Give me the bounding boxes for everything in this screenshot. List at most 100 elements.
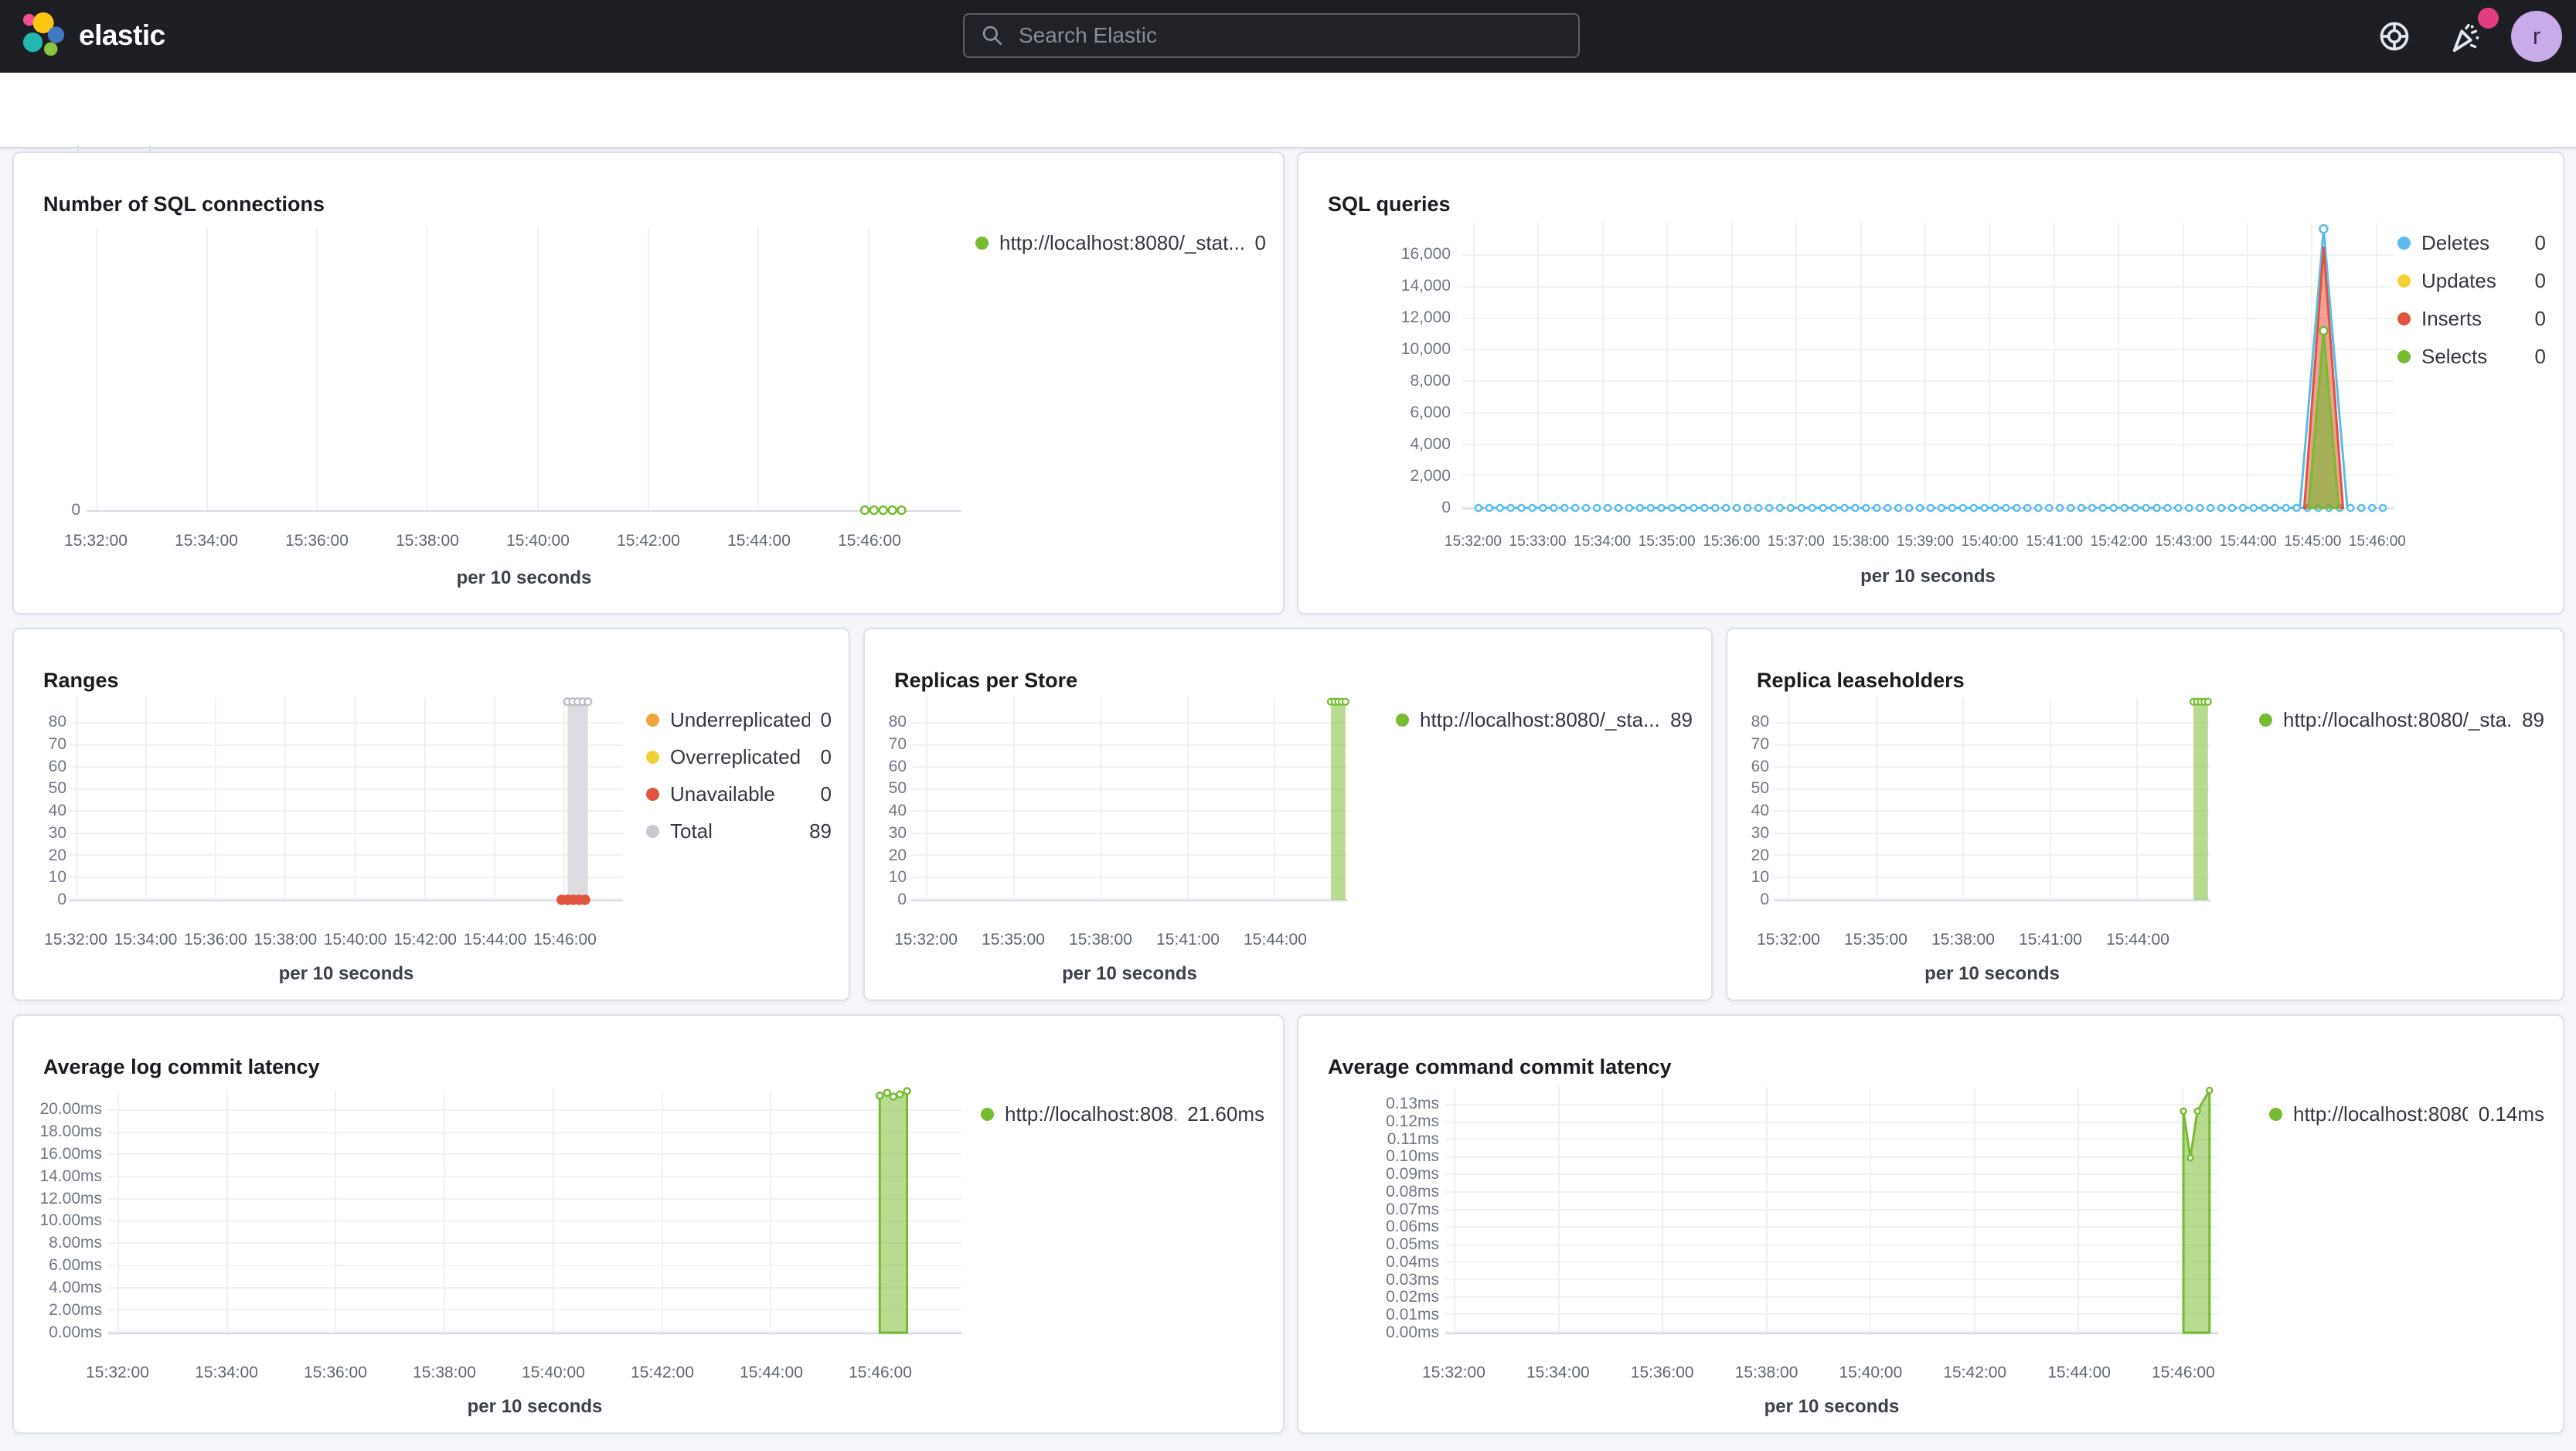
brand-name: elastic <box>79 19 165 51</box>
legend-item[interactable]: http://localhost:808... 21.60ms <box>981 1102 1264 1126</box>
legend-label: http://localhost:8080... <box>2293 1102 2468 1126</box>
legend-label: Total <box>670 819 713 843</box>
legend-value: 21.60ms <box>1187 1102 1264 1126</box>
x-axis-line <box>108 1333 961 1334</box>
legend-item[interactable]: Total 89 <box>646 819 832 843</box>
v-gridlines: 15:32:0015:33:0015:34:0015:35:0015:36:00… <box>1473 223 2377 508</box>
legend-item[interactable]: Deletes 0 <box>2397 231 2546 255</box>
x-axis-line <box>911 900 1348 901</box>
legend-value: 89 <box>1670 708 1693 731</box>
legend-color-dot <box>646 751 659 764</box>
legend-item[interactable]: http://localhost:8080/_sta... 89 <box>1396 708 1693 732</box>
panel-average-command-commit-latency: Average command commit latency 0.13ms 0.1… <box>1297 1014 2564 1434</box>
legend-color-dot <box>2397 274 2411 288</box>
panel-title: Average command commit latency <box>1328 1055 1672 1078</box>
legend-color-dot <box>2259 714 2272 727</box>
panel-title: Number of SQL connections <box>43 192 325 216</box>
v-gridlines: 15:32:0015:34:0015:36:0015:38:0015:40:00… <box>96 227 869 510</box>
panel-ranges: Ranges 80 70 60 50 40 30 20 10 0 15:32:00 15:34:0… <box>12 628 850 1001</box>
legend-item[interactable]: Unavailable 0 <box>646 782 832 806</box>
panel-title: Replica leaseholders <box>1757 669 1965 692</box>
legend-label: http://localhost:808... <box>1005 1102 1177 1126</box>
chart-plot[interactable] <box>87 227 961 516</box>
legend-label: Updates <box>2421 269 2496 292</box>
chart-legend: http://localhost:808... 21.60ms <box>981 1102 1264 1126</box>
legend-color-dot <box>2397 312 2411 325</box>
user-avatar[interactable]: r <box>2511 11 2562 62</box>
x-axis-title: per 10 seconds <box>467 1396 603 1417</box>
y-axis-ticks: 16,000 14,000 12,000 10,000 8,000 6,000 4,000 2… <box>1400 245 1451 516</box>
search-input[interactable] <box>1017 22 1515 49</box>
x-axis-ticks: 15:32:00 15:34:00 15:36:00 15:38:00 15:40:00… <box>1422 1364 2215 1381</box>
legend-value: 89 <box>2522 708 2544 731</box>
x-axis-ticks: 15:32:00 15:35:00 15:38:00 15:41:00 15:44:00 <box>1757 931 2169 949</box>
legend-value: 0 <box>2534 269 2546 292</box>
legend-color-dot <box>2269 1108 2282 1121</box>
legend-label: Deletes <box>2421 231 2490 254</box>
x-axis-title: per 10 seconds <box>1924 963 2060 984</box>
global-header: elastic <box>0 0 2576 73</box>
chart-plot[interactable] <box>70 697 623 905</box>
legend-item[interactable]: http://localhost:8080/_stat... 0 <box>975 231 1266 255</box>
legend-item[interactable]: Inserts 0 <box>2397 307 2546 331</box>
legend-item[interactable]: Underreplicated 0 <box>646 708 832 732</box>
legend-value: 0 <box>2534 231 2546 254</box>
legend-item[interactable]: http://localhost:8080/_sta... 89 <box>2259 708 2544 732</box>
life-ring-icon <box>2380 22 2409 51</box>
chart-plot[interactable] <box>911 697 1349 900</box>
x-axis-ticks: 15:32:00 15:34:00 15:36:00 15:38:00 15:40:00… <box>86 1364 912 1381</box>
x-axis-title: per 10 seconds <box>456 567 592 588</box>
news-feed-button[interactable] <box>2448 19 2482 53</box>
chart-plot[interactable] <box>1774 697 2212 900</box>
panel-replicas-per-store: Replicas per Store 80 70 60 50 40 30 20 10 0 15:… <box>863 628 1713 1001</box>
search-icon <box>982 26 1002 45</box>
x-axis-line <box>1445 1333 2218 1334</box>
panel-number-of-sql-connections: Number of SQL connections 15:32:0015:34:… <box>12 152 1285 615</box>
legend-color-dot <box>1396 714 1409 727</box>
chart-plot[interactable] <box>1445 1086 2218 1334</box>
panel-title: Replicas per Store <box>894 669 1078 692</box>
x-axis-line <box>87 510 961 512</box>
v-gridlines: 15:32:0015:34:0015:36:0015:38:0015:40:00… <box>76 697 565 900</box>
x-axis-title: per 10 seconds <box>1764 1396 1900 1417</box>
panel-sql-queries: SQL queries 16,000 14,000 12,000 10,000 8,00… <box>1297 152 2564 615</box>
x-axis-ticks: 15:32:00 15:33:00 15:34:00 15:35:00 15:36:00… <box>1445 533 2406 550</box>
y-axis-ticks: 80 70 60 50 40 30 20 10 0 <box>48 713 66 908</box>
legend-item[interactable]: Updates 0 <box>2397 269 2546 293</box>
help-button[interactable] <box>2377 19 2411 53</box>
x-axis-ticks: 15:32:00 15:34:00 15:36:00 15:38:00 15:40:00… <box>64 532 901 550</box>
legend-label: Underreplicated <box>670 708 810 731</box>
chart-plot[interactable] <box>108 1087 961 1334</box>
legend-label: Selects <box>2421 345 2488 368</box>
x-axis-title: per 10 seconds <box>1860 566 1996 587</box>
global-search[interactable] <box>963 13 1580 58</box>
navbar: D Dashboard / [Metricbeat CockroachDB] O… <box>0 73 2576 218</box>
legend-label: http://localhost:8080/_stat... <box>999 231 1244 254</box>
legend-value: 0 <box>1254 231 1266 254</box>
elastic-logo[interactable]: elastic <box>20 12 165 60</box>
legend-item[interactable]: Overreplicated 0 <box>646 745 832 769</box>
x-axis-ticks: 15:32:00 15:34:00 15:36:00 15:38:00 15:40:00… <box>44 931 597 949</box>
legend-label: Overreplicated <box>670 745 801 768</box>
chart-plot[interactable] <box>1462 223 2394 513</box>
legend-color-dot <box>975 237 989 250</box>
legend-value: 89 <box>809 819 832 843</box>
x-axis-title: per 10 seconds <box>1062 963 1197 984</box>
legend-item[interactable]: Selects 0 <box>2397 345 2546 369</box>
legend-value: 0.14ms <box>2478 1102 2544 1126</box>
legend-label: Inserts <box>2421 307 2482 330</box>
elastic-logo-icon <box>22 12 65 56</box>
legend-color-dot <box>646 825 659 838</box>
panel-title: SQL queries <box>1328 192 1451 216</box>
chart-legend: http://localhost:8080/_sta... 89 <box>2259 708 2544 732</box>
panel-title: Ranges <box>43 669 119 692</box>
panel-title: Average log commit latency <box>43 1055 320 1078</box>
legend-label: http://localhost:8080/_sta... <box>1420 708 1660 731</box>
legend-item[interactable]: http://localhost:8080... 0.14ms <box>2269 1102 2544 1126</box>
legend-value: 0 <box>820 745 832 768</box>
y-axis-ticks: 0.13ms 0.12ms 0.11ms 0.10ms 0.09ms 0.08ms 0.07… <box>1386 1095 1439 1341</box>
